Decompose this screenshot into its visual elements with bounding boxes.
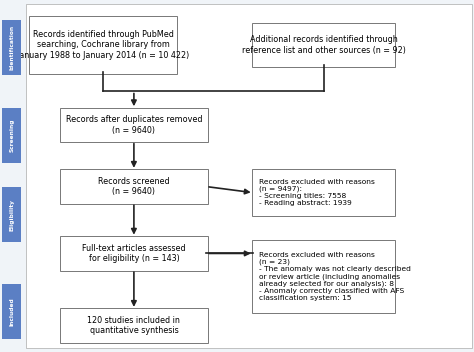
Text: Records screened
(n = 9640): Records screened (n = 9640) <box>98 177 170 196</box>
FancyBboxPatch shape <box>60 108 208 142</box>
Text: Records excluded with reasons
(n = 9497):
- Screening titles: 7558
- Reading abs: Records excluded with reasons (n = 9497)… <box>259 179 375 207</box>
Text: Records excluded with reasons
(n = 23)
- The anomaly was not clearly described
o: Records excluded with reasons (n = 23) -… <box>259 252 411 301</box>
Text: Records identified through PubMed
searching, Cochrane library from
January 1988 : Records identified through PubMed search… <box>17 30 189 60</box>
Text: Eligibility: Eligibility <box>9 199 14 231</box>
FancyBboxPatch shape <box>2 284 21 339</box>
FancyBboxPatch shape <box>2 108 21 163</box>
FancyBboxPatch shape <box>60 308 208 343</box>
Text: Records after duplicates removed
(n = 9640): Records after duplicates removed (n = 96… <box>66 115 202 135</box>
Text: Identification: Identification <box>9 25 14 70</box>
FancyBboxPatch shape <box>2 20 21 75</box>
FancyBboxPatch shape <box>60 236 208 271</box>
FancyBboxPatch shape <box>60 169 208 204</box>
Text: Full-text articles assessed
for eligibility (n = 143): Full-text articles assessed for eligibil… <box>82 244 186 263</box>
Text: 120 studies included in
quantitative synthesis: 120 studies included in quantitative syn… <box>88 316 180 335</box>
Text: Additional records identified through
reference list and other sources (n = 92): Additional records identified through re… <box>242 35 405 55</box>
FancyBboxPatch shape <box>2 187 21 242</box>
FancyBboxPatch shape <box>252 240 395 313</box>
Text: Screening: Screening <box>9 119 14 152</box>
FancyBboxPatch shape <box>29 16 177 74</box>
Text: Included: Included <box>9 297 14 326</box>
FancyBboxPatch shape <box>252 23 395 67</box>
FancyBboxPatch shape <box>26 4 472 348</box>
FancyBboxPatch shape <box>252 169 395 216</box>
